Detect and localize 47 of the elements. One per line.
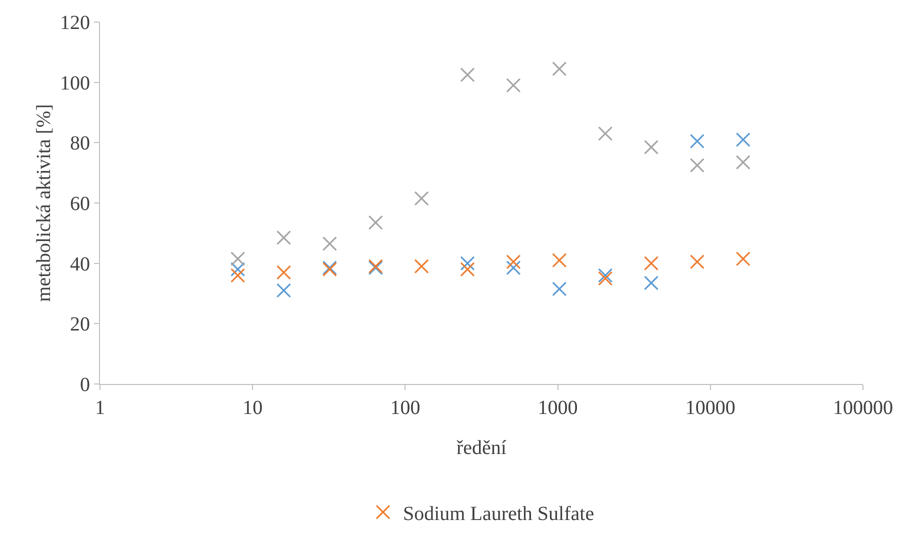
point <box>506 254 521 270</box>
point <box>736 132 750 147</box>
point <box>644 276 659 290</box>
y-tick-label: 120 <box>60 12 90 34</box>
point <box>690 254 704 270</box>
point <box>322 236 337 252</box>
y-tick-label: 40 <box>70 253 90 276</box>
point <box>552 61 567 76</box>
point <box>230 262 246 277</box>
point <box>460 67 475 82</box>
point <box>552 253 567 268</box>
point <box>552 282 567 296</box>
point <box>690 134 704 148</box>
x-tick-label: 100000 <box>833 397 893 419</box>
point <box>230 268 246 283</box>
y-tick-label: 20 <box>70 314 90 336</box>
point <box>644 256 659 271</box>
point <box>598 268 613 283</box>
point <box>414 259 429 274</box>
x-axis-title: ředění <box>456 437 507 459</box>
point <box>736 252 750 266</box>
legend-label: Sodium Laureth Sulfate <box>403 502 594 525</box>
point <box>276 230 292 245</box>
y-axis-title: metabolická aktivita [%] <box>33 104 55 302</box>
point <box>506 260 521 276</box>
x-tick-label: 1000 <box>538 397 578 419</box>
x-tick-label: 10 <box>242 397 263 419</box>
point <box>414 191 429 206</box>
point <box>690 158 704 173</box>
x-tick-label: 100 <box>390 397 420 419</box>
point <box>368 215 383 230</box>
point <box>506 78 521 93</box>
x-tick-label: 1 <box>95 397 105 419</box>
point <box>460 256 475 271</box>
point <box>736 154 750 170</box>
point <box>276 283 292 298</box>
y-tick-label: 60 <box>70 193 90 215</box>
point <box>644 140 659 154</box>
point <box>598 271 613 286</box>
y-tick-label: 100 <box>60 72 90 94</box>
point <box>276 265 292 280</box>
point <box>460 262 475 277</box>
point <box>230 252 246 266</box>
point <box>598 126 613 141</box>
x-tick-label: 10000 <box>685 397 736 419</box>
y-tick-label: 80 <box>70 132 90 155</box>
y-tick-label: 0 <box>80 374 90 396</box>
